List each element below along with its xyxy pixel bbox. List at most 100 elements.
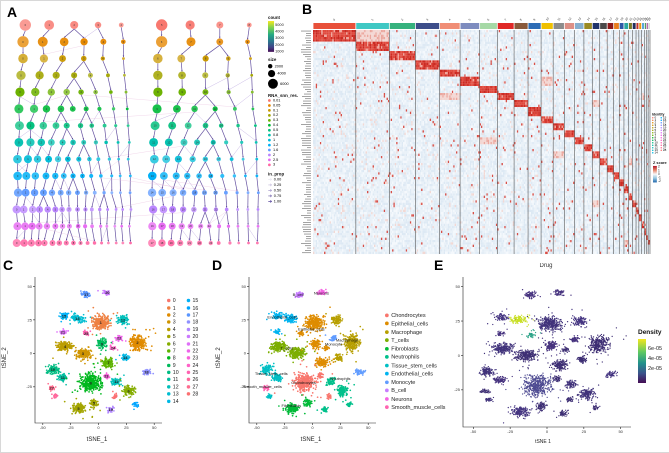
- identity-value: 21: [663, 131, 667, 135]
- cluster-swatch: [186, 341, 191, 346]
- identity-swatch: [660, 127, 662, 129]
- res-value: 3: [272, 162, 276, 167]
- panel-d-xlabel: tSNE_1: [300, 437, 322, 443]
- cluster-id: 14: [172, 398, 179, 405]
- identity-value: 14: [654, 151, 658, 155]
- res-swatch: [268, 158, 271, 162]
- celltype-swatch: [385, 346, 389, 351]
- size-legend-title: size: [268, 57, 277, 63]
- cluster-id: 2: [172, 312, 176, 318]
- clustree-plot: [9, 17, 267, 257]
- cluster-id: 11: [172, 376, 179, 383]
- inprop-value: 0.75: [273, 194, 282, 198]
- panel-e-label: E: [434, 257, 444, 273]
- zscore-legend: Z score 2 1 0 -1 -2: [653, 161, 669, 183]
- cluster-id: 15: [192, 297, 199, 304]
- celltype-swatch: [385, 371, 389, 376]
- res-value: 2.5: [272, 158, 279, 162]
- cluster-id: 21: [192, 340, 199, 347]
- res-swatch: [268, 99, 271, 102]
- identity-swatch: [660, 147, 662, 149]
- cluster-id: 3: [172, 319, 176, 326]
- res-swatch: [268, 133, 271, 137]
- res-swatch: [268, 163, 271, 167]
- identity-swatch: [652, 124, 654, 126]
- inprop-arrow-icon: ➔: [268, 192, 273, 199]
- res-value: 0.05: [272, 103, 281, 108]
- inprop-arrow-icon: ➔: [268, 187, 273, 193]
- celltype-swatch: [385, 405, 389, 410]
- identity-swatch: [660, 122, 662, 124]
- celltype-label: Smooth_muscle_cells: [391, 404, 446, 411]
- res-swatch: [268, 143, 271, 147]
- cluster-swatch: [167, 370, 171, 375]
- cluster-swatch: [167, 298, 171, 303]
- density-tick: 2e-05: [648, 366, 663, 372]
- inprop-arrow-icon: ➔: [268, 176, 273, 182]
- identity-value: 4: [654, 126, 657, 130]
- celltype-swatch: [385, 355, 389, 359]
- celltype-label: T_cells: [391, 337, 409, 344]
- identity-value: 5: [654, 128, 657, 132]
- celltype-swatch: [385, 330, 389, 334]
- celltype-label: Neutrophils: [391, 353, 420, 361]
- identity-value: 25: [663, 141, 667, 145]
- inprop-value: 0.25: [273, 183, 282, 187]
- cluster-swatch: [167, 356, 171, 360]
- cluster-id: 25: [192, 369, 199, 376]
- res-swatch: [268, 123, 271, 127]
- celltype-label: Endothelial_cells: [391, 370, 434, 377]
- identity-value: 28: [663, 148, 667, 152]
- identity-swatch: [660, 139, 662, 141]
- identity-swatch: [652, 142, 654, 144]
- res-value: 0.1: [272, 108, 279, 113]
- res-value: 0.01: [272, 98, 281, 103]
- res-legend-title: RNA_snn_res.: [268, 93, 299, 99]
- identity-value: 3: [654, 123, 657, 127]
- count-tick: 5000: [275, 23, 284, 28]
- cluster-swatch: [186, 377, 191, 382]
- identity-swatch: [652, 134, 654, 136]
- identity-swatch: [660, 149, 662, 151]
- panel-c-xlabel: tSNE_1: [86, 437, 108, 443]
- cluster-swatch: [167, 327, 171, 332]
- identity-value: 9: [654, 138, 657, 142]
- count-tick: 1000: [275, 49, 284, 54]
- identity-value: 20: [663, 128, 667, 132]
- identity-value: 22: [663, 133, 667, 137]
- inprop-arrow-icon: ➔: [268, 181, 273, 188]
- celltype-label: Fibroblasts: [391, 345, 419, 352]
- cluster-swatch: [186, 385, 191, 389]
- panel-c-label: C: [3, 257, 14, 273]
- cluster-swatch: [167, 349, 171, 353]
- identity-swatch: [660, 144, 662, 146]
- identity-value: 6: [654, 131, 657, 135]
- res-swatch: [268, 114, 271, 117]
- density-legend: Density 6e-05 4e-05 2e-05: [638, 329, 663, 383]
- res-value: 1.6: [272, 148, 279, 152]
- res-value: 1.2: [272, 143, 279, 147]
- density-legend-title: Density: [638, 329, 662, 336]
- cluster-swatch: [167, 320, 171, 324]
- identity-value: 2: [654, 121, 657, 125]
- cluster-id: 8: [172, 355, 176, 361]
- cluster-swatch: [186, 370, 191, 375]
- cluster-id: 24: [192, 362, 199, 369]
- marker-heatmap: [300, 6, 652, 256]
- cluster-id: 12: [172, 383, 179, 390]
- size-swatch: [268, 70, 276, 78]
- identity-value: 11: [654, 143, 658, 147]
- cluster-legend: 0 1 2 3 4 5 6 7 8 9 10 11 12 13 14 15 16 17 18 19 20 21 22 23 24…: [167, 297, 206, 405]
- identity-value: 19: [663, 126, 667, 130]
- identity-swatch: [660, 134, 662, 136]
- cluster-id: 0: [172, 297, 176, 304]
- cluster-swatch: [186, 334, 191, 339]
- tsne-celltype-plot: [227, 267, 379, 439]
- cluster-swatch: [186, 313, 191, 317]
- cluster-id: 23: [192, 355, 199, 361]
- size-swatch: [268, 78, 278, 89]
- res-value: 0.4: [272, 123, 279, 128]
- identity-value: 27: [663, 146, 667, 150]
- identity-swatch: [652, 132, 654, 134]
